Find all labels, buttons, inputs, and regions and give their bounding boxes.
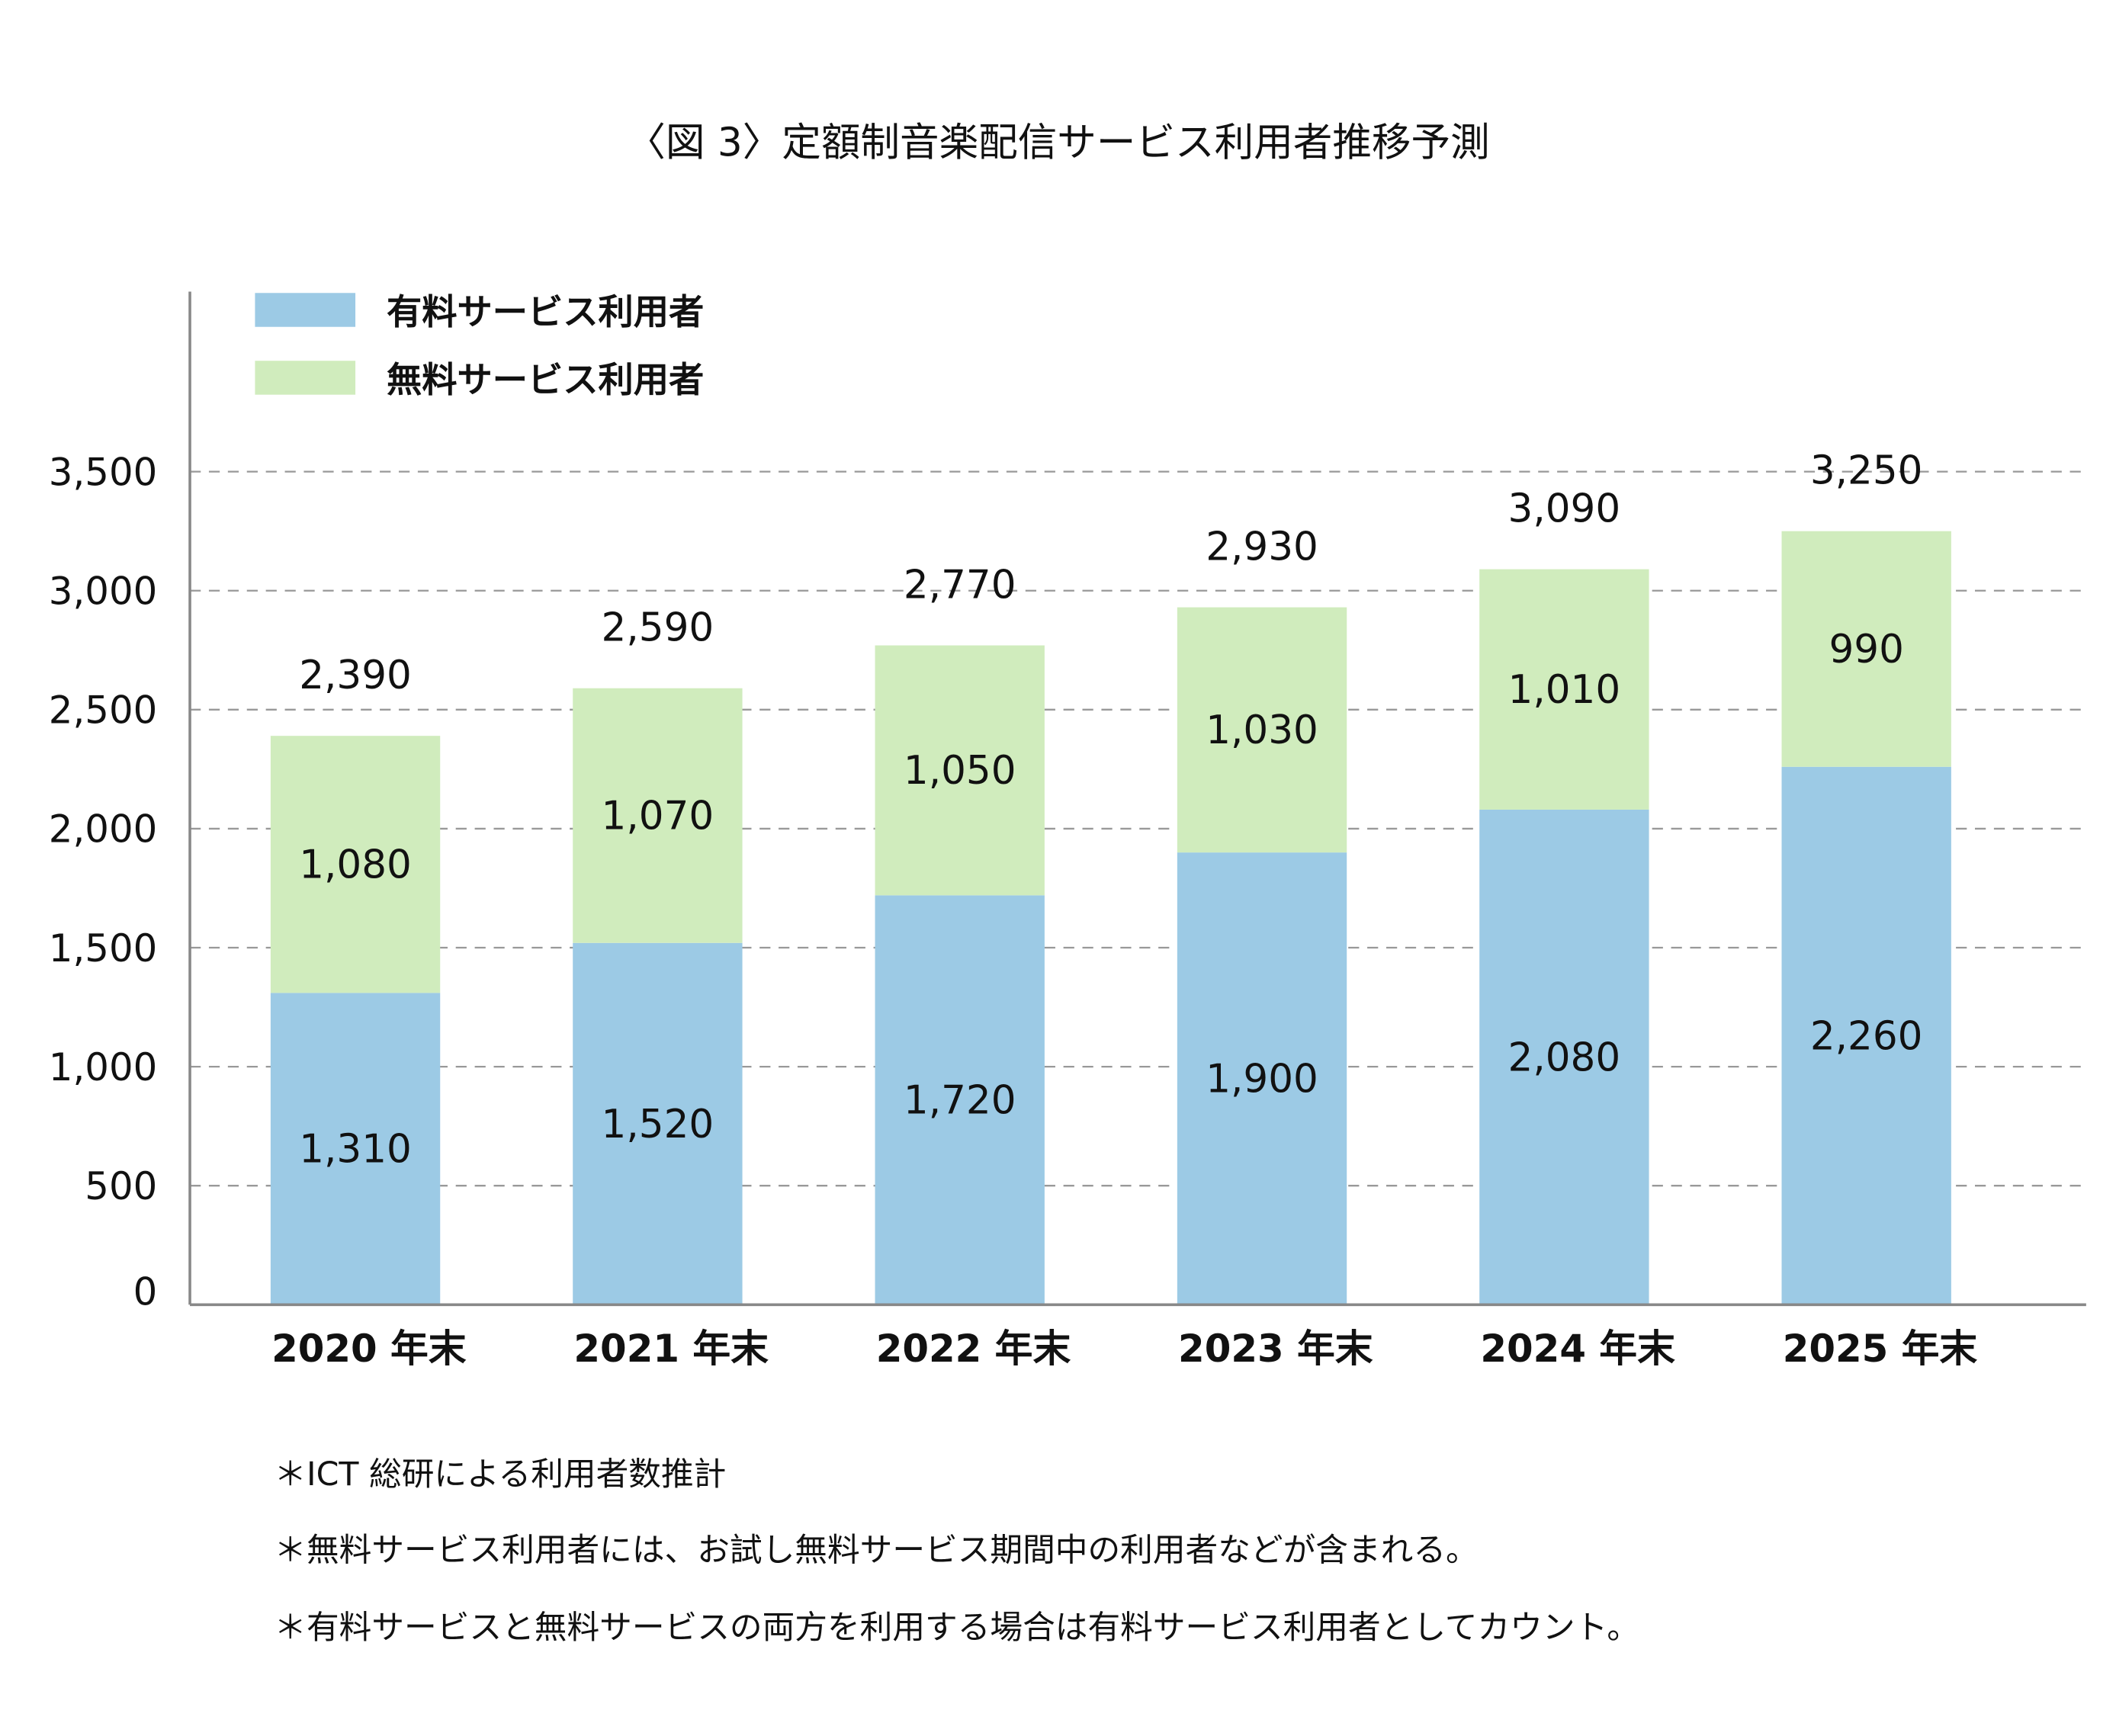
bar-paid bbox=[1177, 852, 1347, 1305]
bar-free bbox=[1479, 569, 1649, 810]
gridlines bbox=[190, 470, 2086, 1187]
x-tick-label: 2020 年末 bbox=[271, 1327, 467, 1371]
y-tick-label: 1,000 bbox=[49, 1045, 158, 1089]
bars bbox=[270, 531, 1951, 1305]
bar-value-label: 1,310 bbox=[299, 1127, 412, 1173]
bar-value-label: 1,520 bbox=[602, 1102, 714, 1147]
data-labels: 0 500 1,000 1,500 2,000 2,500 3,000 3,500 1,310 1… bbox=[49, 448, 1978, 1371]
bar-paid bbox=[1479, 809, 1649, 1305]
bar-value-label: 1,010 bbox=[1508, 667, 1621, 713]
y-tick-label: 500 bbox=[85, 1164, 157, 1208]
bar-value-label: 1,030 bbox=[1206, 708, 1318, 753]
bar-value-label: 2,080 bbox=[1508, 1035, 1621, 1080]
bar-value-label: 1,720 bbox=[904, 1078, 1016, 1124]
bar-free bbox=[573, 688, 743, 943]
y-tick-label: 2,000 bbox=[49, 807, 158, 852]
total-label: 3,090 bbox=[1508, 486, 1621, 531]
bar-value-label: 1,900 bbox=[1206, 1056, 1318, 1102]
chart-title: 〈図 3〉定額制音楽配信サービス利用者推移予測 bbox=[626, 120, 1489, 166]
bar-value-label: 2,260 bbox=[1810, 1013, 1923, 1059]
total-label: 2,390 bbox=[299, 653, 412, 698]
x-tick-label: 2024 年末 bbox=[1480, 1327, 1675, 1371]
legend: 有料サービス利用者 無料サービス利用者 bbox=[255, 291, 704, 400]
footnote-2: ＊無料サービス利用者には、お試し無料サービス期間中の利用者などが含まれる。 bbox=[274, 1531, 1478, 1569]
y-tick-label: 0 bbox=[133, 1269, 158, 1314]
x-tick-label: 2022 年末 bbox=[876, 1327, 1071, 1371]
legend-swatch-paid bbox=[255, 293, 356, 327]
total-label: 2,590 bbox=[602, 605, 714, 650]
bar-value-label: 990 bbox=[1829, 627, 1903, 672]
legend-label-free: 無料サービス利用者 bbox=[387, 359, 704, 400]
bar-free bbox=[1781, 531, 1951, 767]
x-tick-label: 2021 年末 bbox=[573, 1327, 769, 1371]
bar-free bbox=[875, 645, 1045, 896]
bar-value-label: 1,050 bbox=[904, 748, 1016, 794]
x-tick-label: 2023 年末 bbox=[1178, 1327, 1373, 1371]
legend-label-paid: 有料サービス利用者 bbox=[387, 291, 704, 332]
bar-paid bbox=[573, 942, 743, 1305]
legend-swatch-free bbox=[255, 361, 356, 395]
bar-paid bbox=[270, 993, 441, 1305]
x-tick-label: 2025 年末 bbox=[1783, 1327, 1978, 1371]
bar-value-label: 1,070 bbox=[602, 794, 714, 839]
footnote-1: ＊ICT 総研による利用者数推計 bbox=[274, 1455, 726, 1494]
footnotes: ＊ICT 総研による利用者数推計 ＊無料サービス利用者には、お試し無料サービス期… bbox=[274, 1455, 1639, 1647]
bar-value-label: 1,080 bbox=[299, 842, 412, 888]
y-tick-label: 3,500 bbox=[49, 450, 158, 494]
total-label: 3,250 bbox=[1810, 448, 1923, 493]
bar-paid bbox=[1781, 766, 1951, 1305]
y-tick-label: 2,500 bbox=[49, 688, 158, 733]
y-tick-label: 3,000 bbox=[49, 570, 158, 614]
bar-free bbox=[270, 736, 441, 993]
y-tick-label: 1,500 bbox=[49, 926, 158, 971]
footnote-3: ＊有料サービスと無料サービスの両方を利用する場合は有料サービス利用者としてカウン… bbox=[274, 1609, 1639, 1647]
total-label: 2,930 bbox=[1206, 524, 1318, 570]
bar-free bbox=[1177, 607, 1347, 853]
bar-paid bbox=[875, 895, 1045, 1305]
total-label: 2,770 bbox=[904, 562, 1016, 608]
